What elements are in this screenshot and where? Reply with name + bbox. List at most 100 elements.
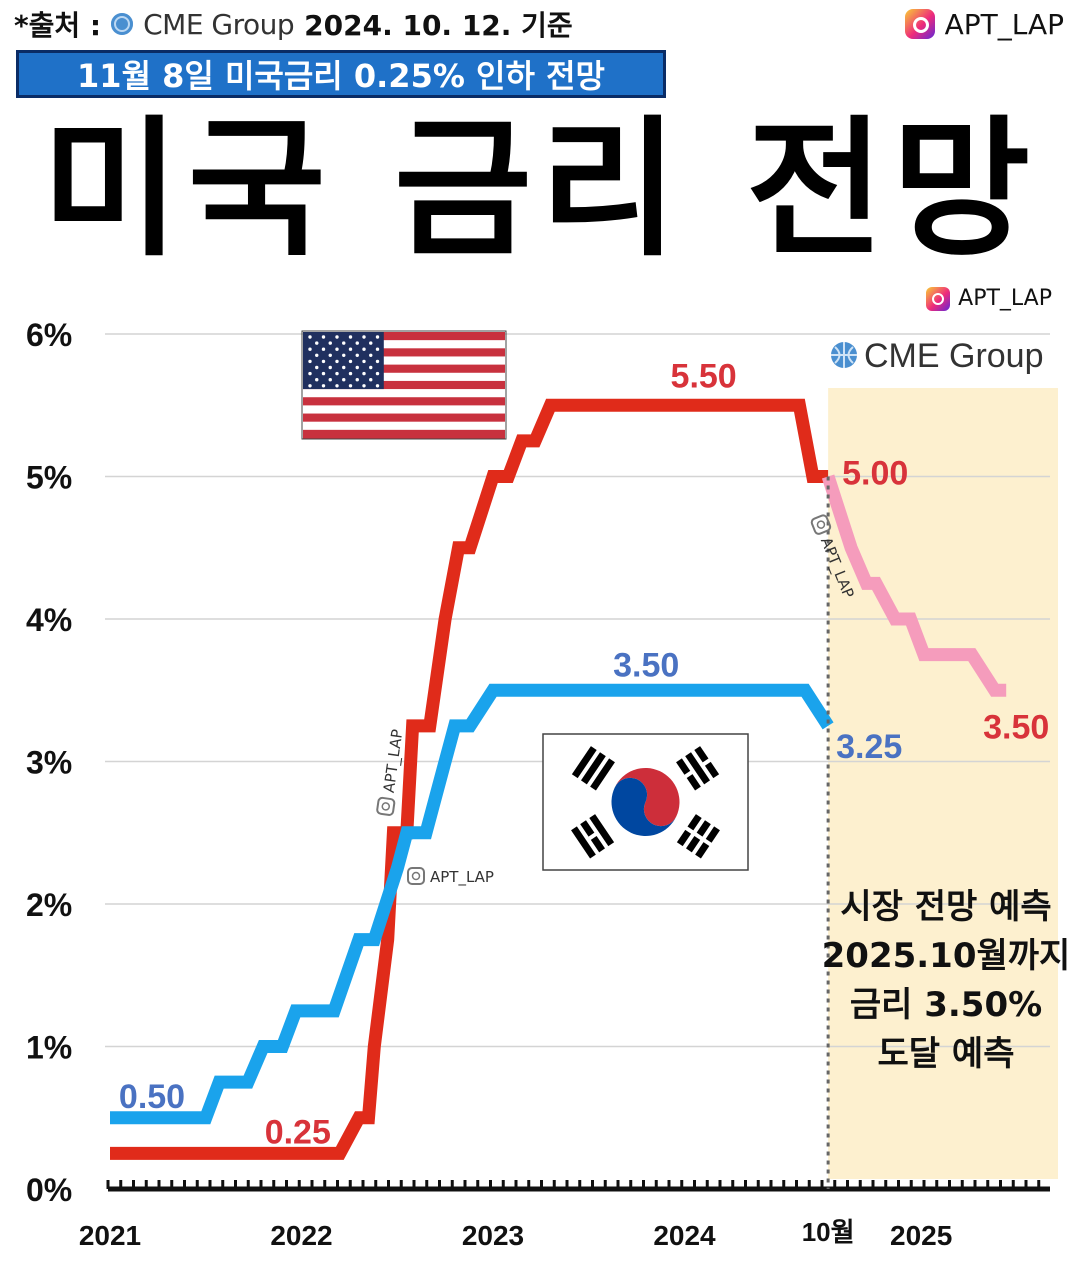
flag-star [375, 347, 380, 351]
flag-star [348, 384, 353, 388]
source-line: *출처 : CME Group 2024. 10. 12. 기준 [14, 4, 573, 44]
flag-star [315, 378, 319, 382]
interest-rate-chart: 0%1%2%3%4%5%6% CME Group 2021 2022 2023 202… [26, 317, 1071, 1251]
data-label: 0.25 [265, 1113, 331, 1151]
y-tick-label: 5% [26, 460, 72, 496]
flag-star [315, 353, 319, 357]
data-label: 5.50 [671, 357, 737, 395]
flag-star [308, 384, 312, 388]
globe-icon [111, 13, 134, 35]
flag-star [308, 347, 312, 351]
trigram-bar [686, 774, 701, 791]
flag-star [355, 365, 359, 370]
y-tick-label: 0% [26, 1172, 72, 1208]
trigram-bar [589, 814, 615, 847]
flag-star [342, 378, 346, 382]
trigram-bar [705, 826, 720, 843]
flag-stripe [303, 421, 505, 431]
watermark-icon-lens [381, 802, 391, 811]
x-tick-label: 2022 [270, 1220, 332, 1251]
flag-star [362, 371, 366, 376]
trigram-bar [694, 746, 709, 763]
trigram [676, 746, 720, 791]
watermark-icon [407, 867, 425, 885]
trigram-bar [695, 842, 710, 859]
page-title: 미국 금리 전망 [41, 103, 1039, 277]
chart-instagram-handle: APT_LAP [926, 286, 1052, 311]
data-label: 3.50 [613, 646, 679, 684]
y-tick-label: 6% [26, 317, 72, 353]
trigram-bar [581, 752, 606, 785]
flag-star [335, 384, 339, 388]
flag-stripe [303, 429, 505, 439]
flag-star [342, 353, 346, 357]
trigram-bar [696, 820, 711, 837]
flag-star [342, 365, 346, 370]
flag-stripe [303, 389, 505, 398]
us-rate-line [110, 398, 829, 1160]
flag-stripe [303, 413, 505, 423]
flag-star [328, 353, 332, 357]
trigram-bar [590, 758, 615, 791]
trigram [676, 814, 720, 859]
flag-star [321, 359, 326, 364]
trigram [571, 746, 615, 791]
forecast-note-line: 도달 예측 [878, 1034, 1015, 1074]
flag-star [321, 384, 326, 388]
flag-stripe [303, 380, 505, 390]
flag-star [362, 384, 366, 388]
flag-star [335, 347, 339, 351]
trigram-bar [580, 820, 595, 837]
flag-star [375, 371, 380, 376]
flag-star [348, 347, 353, 351]
flag-star [369, 378, 373, 382]
data-label: 5.00 [842, 455, 908, 493]
flag-star [362, 359, 366, 364]
flag-star [369, 353, 373, 357]
trigram-bar [686, 835, 701, 853]
watermark: APT_LAP [407, 867, 494, 887]
watermark-icon-lens [816, 520, 826, 529]
flag-star [348, 359, 353, 364]
handle-text: APT_LAP [944, 7, 1064, 41]
x-tick-label: 2025 [890, 1220, 952, 1251]
y-tick-label: 3% [26, 745, 72, 781]
source-name: CME Group [143, 7, 295, 41]
flag-star [321, 347, 326, 351]
flag-star [308, 371, 312, 376]
flag-star [335, 359, 339, 364]
flag-stripe [303, 340, 505, 349]
flag-star [335, 371, 339, 376]
y-tick-label: 4% [26, 602, 72, 638]
flag-star [315, 365, 319, 370]
forecast-note-line: 2025.10월까지 [822, 936, 1071, 976]
x-axis: 2021 2022 2023 2024 2025 10월 [79, 476, 1050, 1251]
instagram-icon [904, 9, 935, 39]
flag-star [355, 341, 359, 345]
flag-border [301, 330, 507, 440]
data-label: 0.50 [119, 1078, 185, 1116]
flag-star [315, 341, 319, 345]
watermark-icon [810, 514, 832, 535]
watermark-icon [376, 796, 396, 816]
forecast-note-line: 시장 전망 예측 [840, 887, 1051, 927]
instagram-handle[interactable]: APT_LAP [904, 4, 1064, 44]
watermark-text: APT_LAP [430, 868, 494, 887]
flag-star [375, 384, 380, 388]
trigram-bar [571, 746, 597, 779]
flag-star [308, 359, 312, 364]
korea-rate-line [110, 683, 834, 1125]
subtitle-text: 11월 8일 미국금리 0.25% 인하 전망 [77, 57, 605, 95]
us_forecast-rate-line [821, 474, 1007, 697]
flag-star [375, 359, 380, 364]
flag-star [355, 378, 359, 382]
flag-star [369, 341, 373, 345]
chart-labels: 5.50 5.00 3.50 0.25 0.50 3.50 3.25 [119, 357, 1049, 1151]
us-flag-icon [301, 330, 507, 440]
cme-logo-text: CME Group [864, 337, 1044, 375]
flag-star [355, 353, 359, 357]
taeguk-blue [611, 777, 677, 836]
watermark-icon-lens [411, 871, 421, 881]
flag-star [342, 341, 346, 345]
